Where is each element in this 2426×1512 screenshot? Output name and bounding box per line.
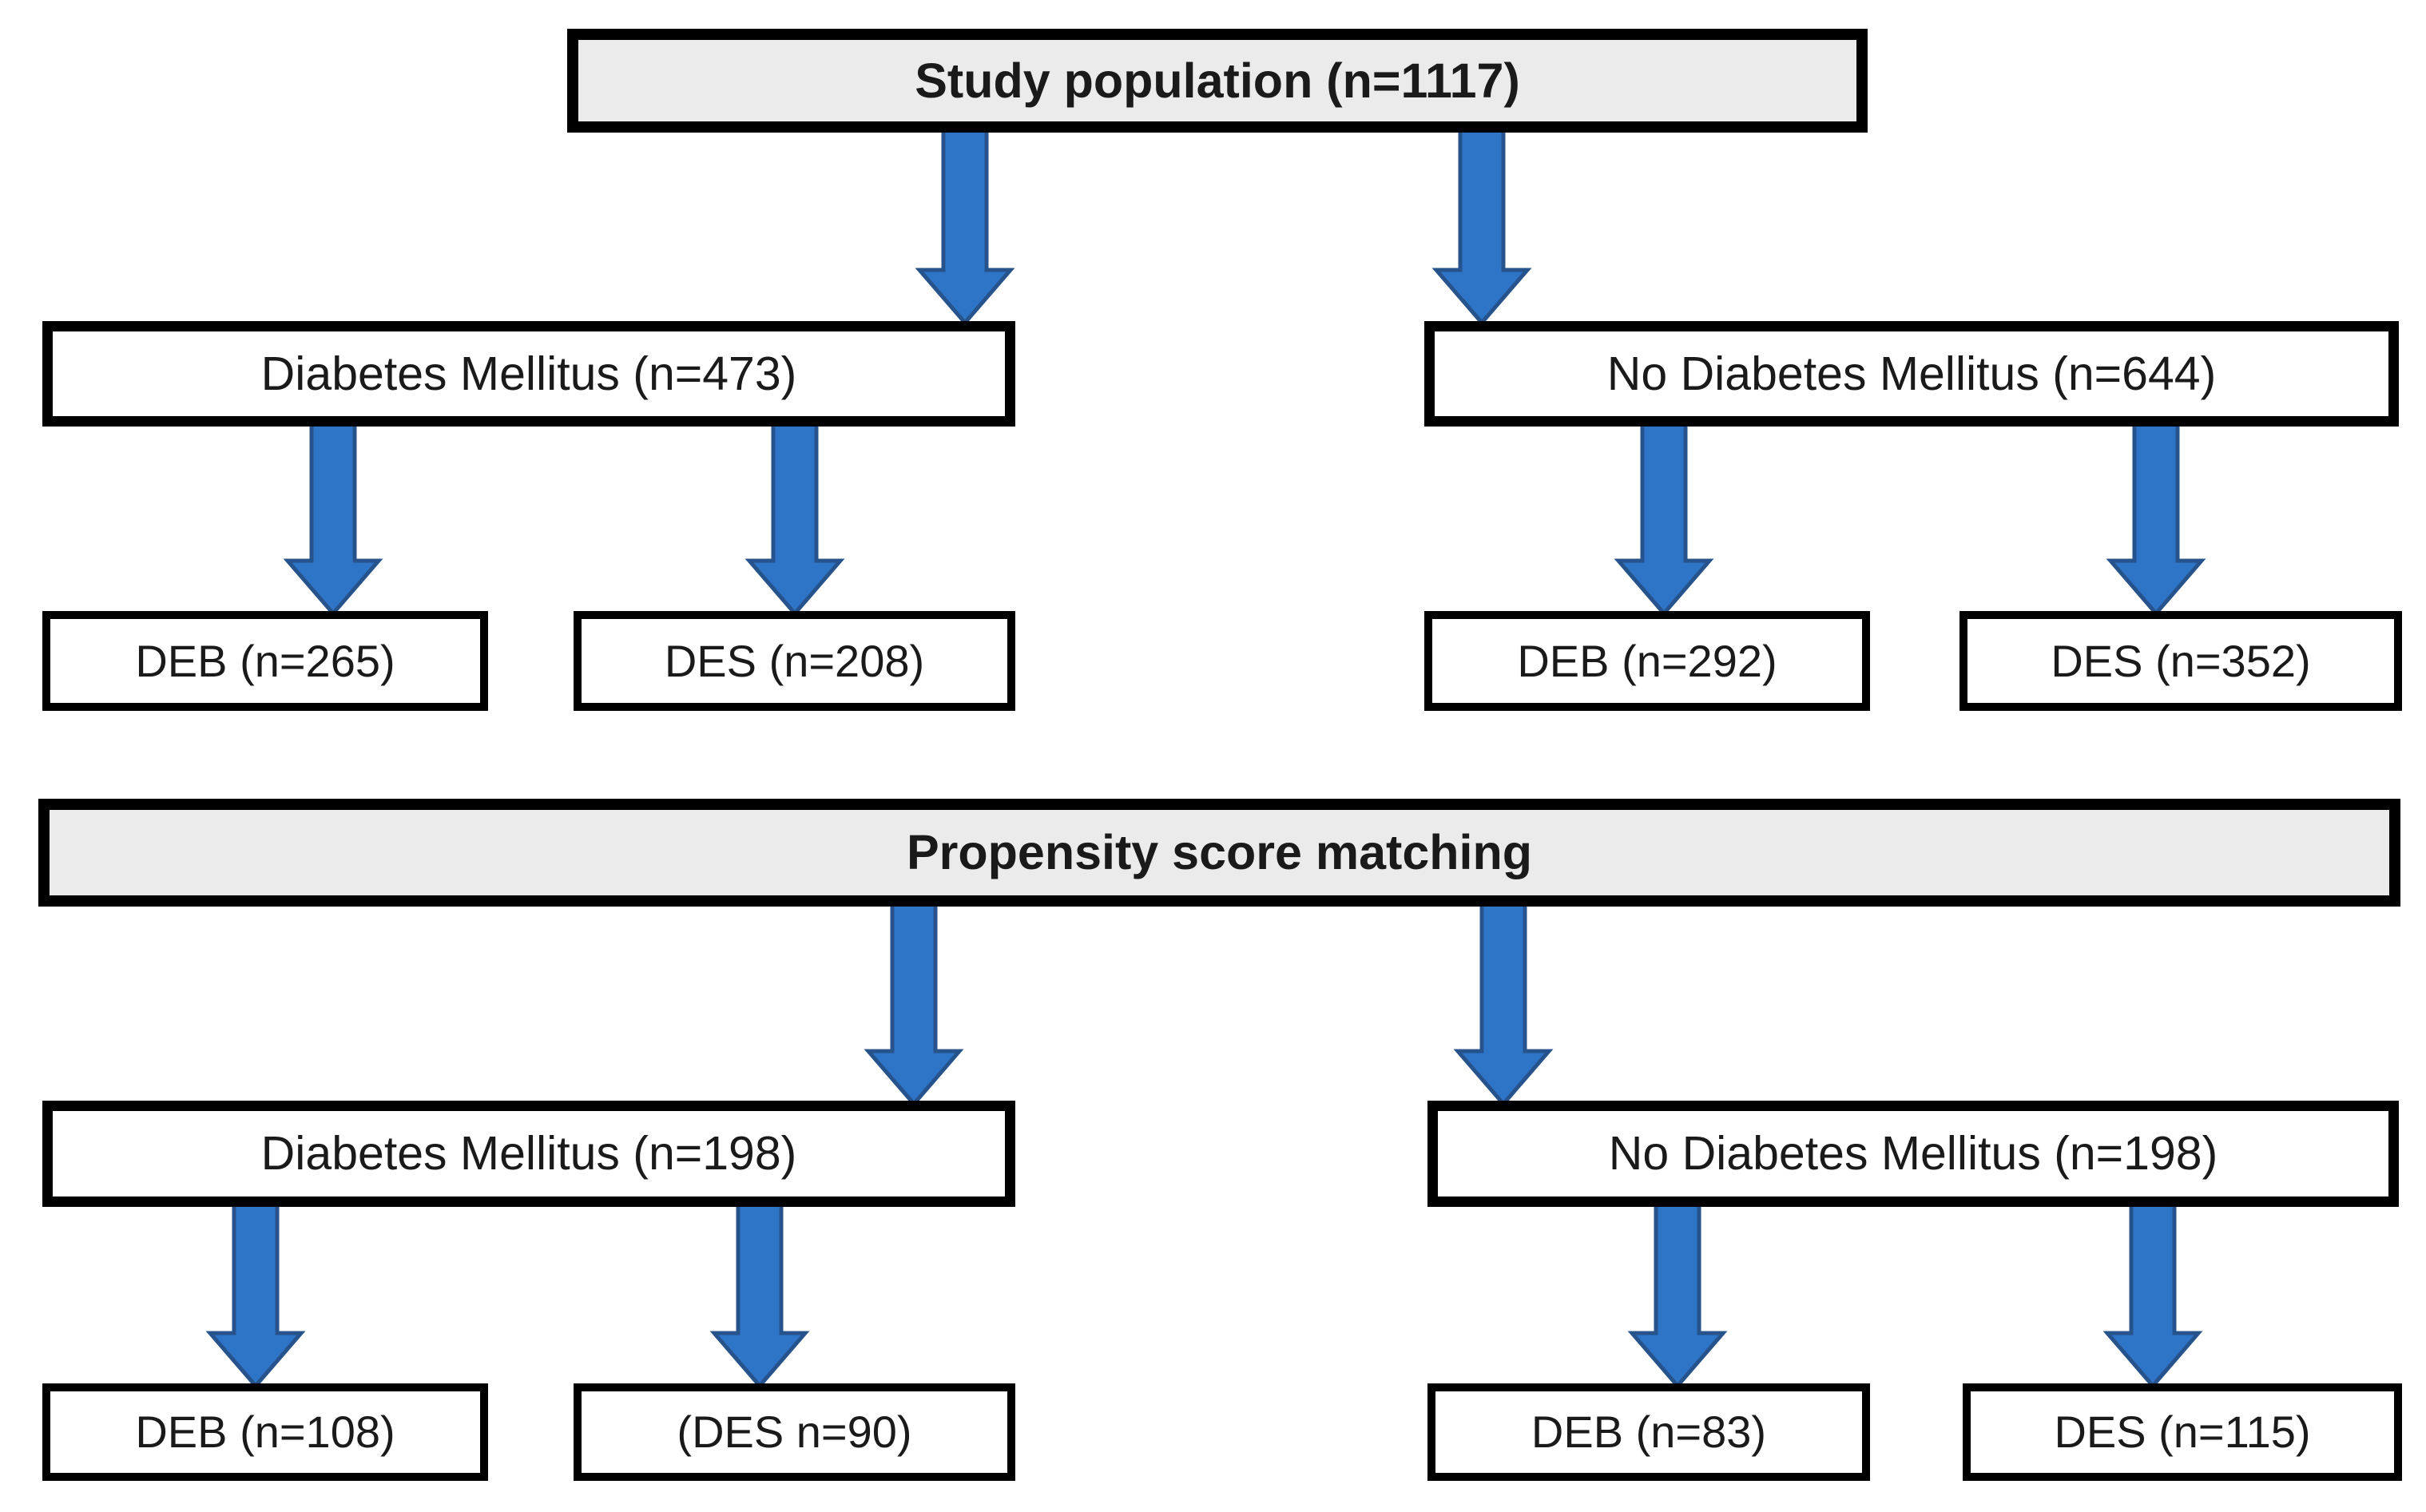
arrow-nodm-matched-to-nodm-matched-des — [2102, 1202, 2203, 1389]
arrow-dm-matched-to-dm-matched-des — [709, 1202, 810, 1389]
node-dm-matched-des: (DES n=90) — [574, 1383, 1015, 1481]
node-no-diabetes-mellitus: No Diabetes Mellitus (n=644) — [1424, 321, 2399, 427]
arrow-propensity-score-matching-to-dm-matched — [864, 902, 964, 1107]
node-dm-matched-des-label: (DES n=90) — [677, 1407, 912, 1457]
arrow-study-population-to-diabetes-mellitus — [915, 128, 1015, 326]
arrow-dm-matched-to-dm-matched-deb — [205, 1202, 306, 1389]
node-nodm-matched-deb-label: DEB (n=83) — [1531, 1407, 1767, 1457]
arrow-diabetes-mellitus-to-dm-des — [744, 421, 845, 617]
node-no-diabetes-mellitus-label: No Diabetes Mellitus (n=644) — [1606, 347, 2217, 400]
node-dm-matched: Diabetes Mellitus (n=198) — [42, 1101, 1015, 1207]
node-nodm-matched-des-label: DES (n=115) — [2054, 1407, 2311, 1457]
node-dm-des-label: DES (n=208) — [664, 635, 925, 686]
arrow-no-diabetes-mellitus-to-nodm-deb — [1614, 421, 1714, 617]
node-nodm-deb-label: DEB (n=292) — [1517, 635, 1777, 686]
node-propensity-score-matching: Propensity score matching — [38, 799, 2400, 907]
node-nodm-matched: No Diabetes Mellitus (n=198) — [1427, 1101, 2399, 1207]
node-dm-matched-deb: DEB (n=108) — [42, 1383, 488, 1481]
node-dm-matched-label: Diabetes Mellitus (n=198) — [260, 1127, 797, 1180]
arrow-nodm-matched-to-nodm-matched-deb — [1627, 1202, 1728, 1389]
node-diabetes-mellitus: Diabetes Mellitus (n=473) — [42, 321, 1015, 427]
node-nodm-des: DES (n=352) — [1959, 611, 2402, 711]
node-nodm-deb: DEB (n=292) — [1424, 611, 1870, 711]
node-study-population: Study population (n=1117) — [567, 29, 1868, 133]
node-dm-des: DES (n=208) — [574, 611, 1015, 711]
node-diabetes-mellitus-label: Diabetes Mellitus (n=473) — [260, 347, 797, 400]
node-nodm-des-label: DES (n=352) — [2051, 635, 2311, 686]
node-dm-deb-label: DEB (n=265) — [135, 635, 395, 686]
node-nodm-matched-des: DES (n=115) — [1963, 1383, 2402, 1481]
arrow-study-population-to-no-diabetes-mellitus — [1431, 128, 1532, 326]
node-propensity-score-matching-label: Propensity score matching — [906, 825, 1533, 879]
node-nodm-matched-deb: DEB (n=83) — [1427, 1383, 1870, 1481]
node-dm-deb: DEB (n=265) — [42, 611, 488, 711]
node-nodm-matched-label: No Diabetes Mellitus (n=198) — [1608, 1127, 2218, 1180]
arrow-no-diabetes-mellitus-to-nodm-des — [2106, 421, 2206, 617]
node-study-population-label: Study population (n=1117) — [915, 53, 1520, 108]
arrow-propensity-score-matching-to-nodm-matched — [1453, 902, 1554, 1107]
arrow-diabetes-mellitus-to-dm-deb — [283, 421, 383, 617]
node-dm-matched-deb-label: DEB (n=108) — [135, 1407, 395, 1457]
